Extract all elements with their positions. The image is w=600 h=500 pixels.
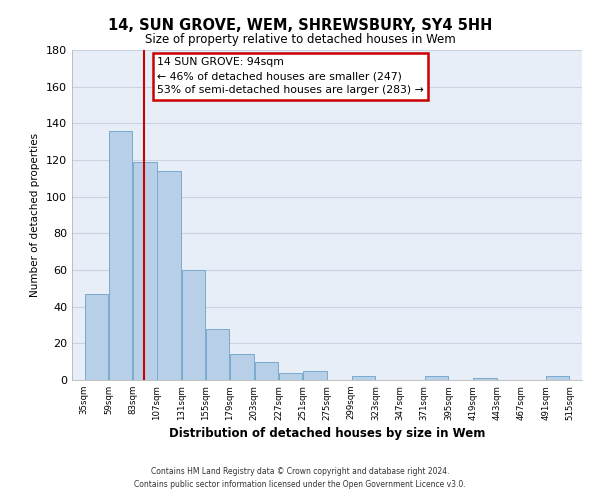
Bar (352, 376, 375, 380)
Y-axis label: Number of detached properties: Number of detached properties (31, 133, 40, 297)
Text: Size of property relative to detached houses in Wem: Size of property relative to detached ho… (145, 32, 455, 46)
Text: 14 SUN GROVE: 94sqm
← 46% of detached houses are smaller (247)
53% of semi-detac: 14 SUN GROVE: 94sqm ← 46% of detached ho… (157, 58, 424, 96)
Bar (425, 376, 448, 380)
Bar (109, 130, 133, 380)
Bar (157, 171, 181, 380)
Bar (85, 294, 108, 380)
Bar (182, 270, 205, 380)
Bar (230, 354, 254, 380)
Bar (206, 328, 229, 380)
Bar (279, 372, 302, 380)
Text: 14, SUN GROVE, WEM, SHREWSBURY, SY4 5HH: 14, SUN GROVE, WEM, SHREWSBURY, SY4 5HH (108, 18, 492, 32)
Bar (254, 362, 278, 380)
Bar (546, 376, 569, 380)
Bar (303, 371, 326, 380)
X-axis label: Distribution of detached houses by size in Wem: Distribution of detached houses by size … (169, 426, 485, 440)
Bar (473, 378, 497, 380)
Text: Contains HM Land Registry data © Crown copyright and database right 2024.
Contai: Contains HM Land Registry data © Crown c… (134, 468, 466, 489)
Bar (133, 162, 157, 380)
